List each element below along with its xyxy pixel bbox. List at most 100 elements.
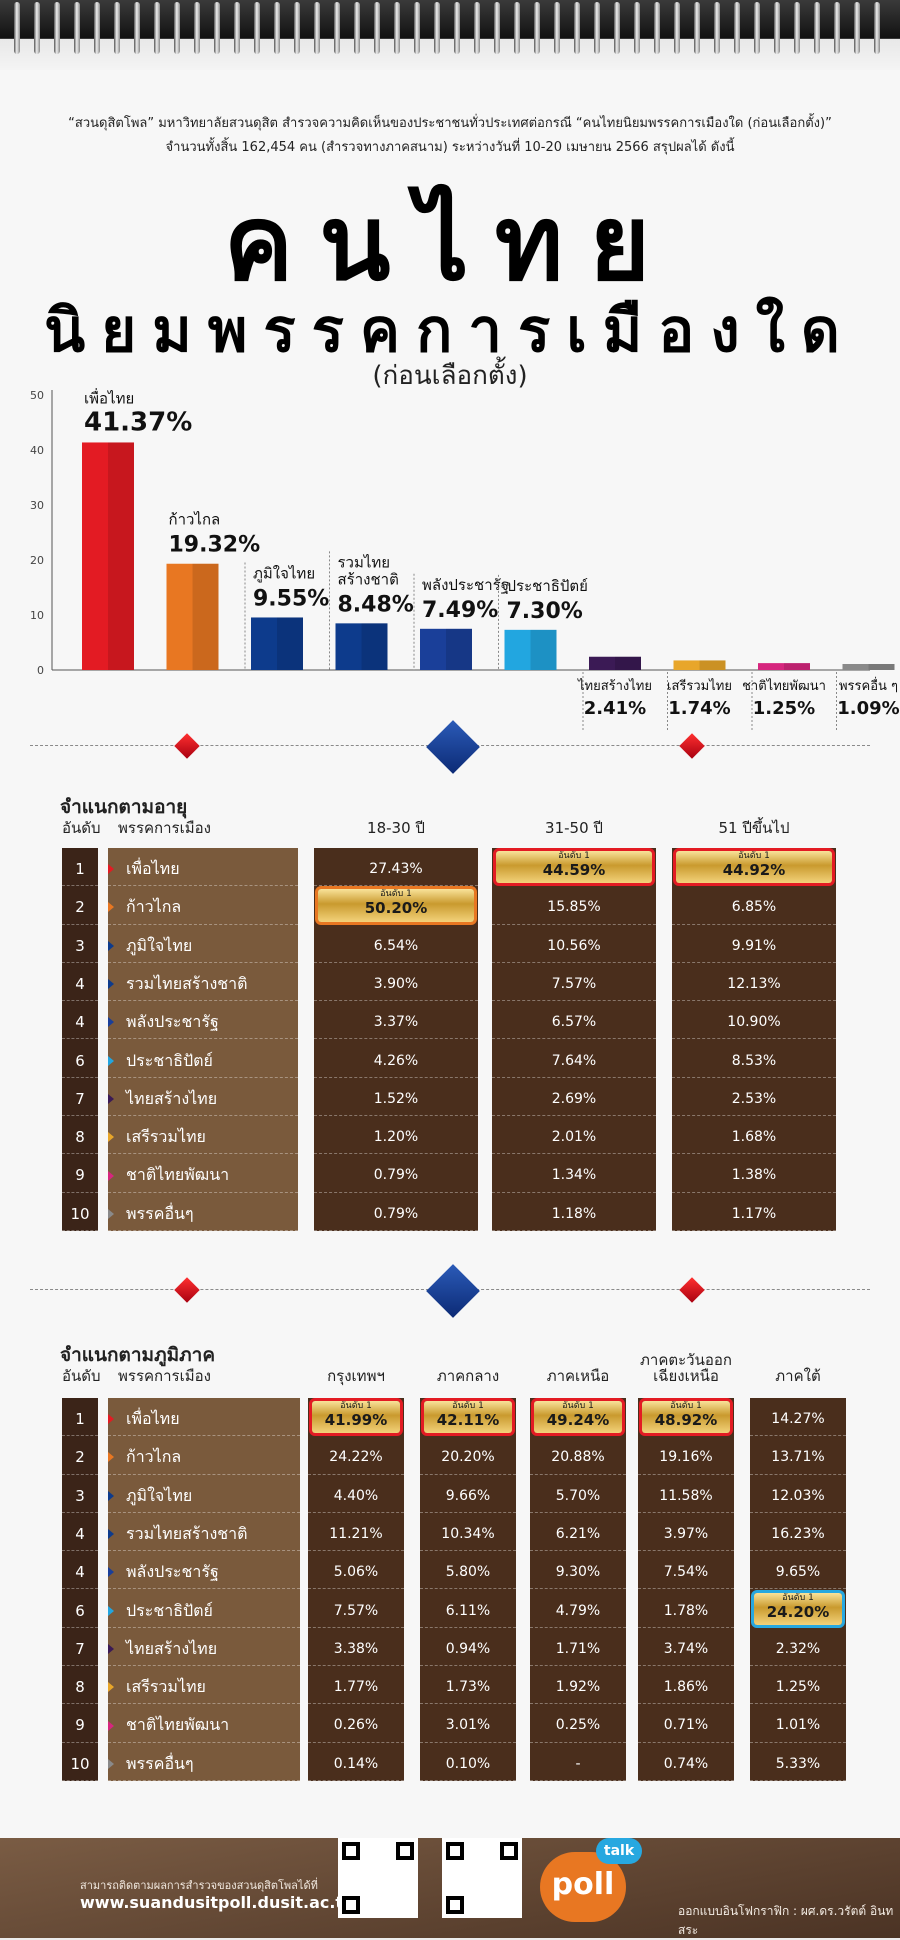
value-cell: 1.18%: [492, 1193, 656, 1231]
badge-value: 24.20%: [766, 1602, 830, 1621]
value-cell: 1.73%: [420, 1666, 516, 1705]
spiral-ring: [794, 2, 800, 54]
party-column: เพื่อไทย ก้าวไกล ภูมิใจไทย รวมไทยสร้างชาติพ…: [108, 848, 298, 1231]
value-cell: 0.25%: [530, 1704, 626, 1743]
rank-cell: 2: [62, 1436, 98, 1475]
region-section-title: จำแนกตามภูมิภาค: [60, 1344, 216, 1366]
value-cell: 3.01%: [420, 1704, 516, 1743]
party-cell: รวมไทยสร้างชาติ: [108, 1513, 300, 1552]
y-tick-label: 10: [30, 609, 44, 622]
rank-cell: 4: [62, 1551, 98, 1590]
category-label: พลังประชารัฐ: [422, 576, 509, 594]
column-header: 18-30 ปี: [314, 820, 478, 836]
badge-label: อันดับ 1: [452, 1401, 484, 1411]
value-cell: 10.34%: [420, 1513, 516, 1552]
value-cell: 24.22%: [308, 1436, 404, 1475]
badge-value: 44.59%: [542, 861, 606, 879]
party-cell: รวมไทยสร้างชาติ: [108, 963, 298, 1002]
design-credit: ออกแบบอินโฟกราฟิก : ผศ.ดร.วรัตต์ อินทสระ: [678, 1904, 894, 1937]
rank-cell: 2: [62, 886, 98, 925]
spiral-ring: [734, 2, 740, 54]
spiral-ring: [634, 2, 640, 54]
value-cell: 11.58%: [638, 1475, 734, 1513]
spiral-ring: [394, 2, 400, 54]
party-cell: ก้าวไกล: [108, 886, 298, 925]
rank-cell: 6: [62, 1590, 98, 1628]
value-cell: 8.53%: [672, 1040, 836, 1078]
badge-label: อันดับ 1: [738, 851, 770, 861]
spiral-ring: [754, 2, 760, 54]
spiral-ring: [514, 2, 520, 54]
party-color-marker: [108, 902, 114, 913]
value-cell: 5.06%: [308, 1551, 404, 1590]
party-color-marker: [108, 1529, 114, 1540]
rank-cell: 4: [62, 1513, 98, 1552]
spiral-ring: [494, 2, 500, 54]
spiral-ring: [134, 2, 140, 54]
value-cell: 1.78%: [638, 1590, 734, 1628]
value-cell: 0.71%: [638, 1704, 734, 1743]
spiral-ring: [294, 2, 300, 54]
party-color-marker: [108, 1643, 114, 1654]
value-cell: 2.53%: [672, 1078, 836, 1117]
column-header: 51 ปีขึ้นไป: [672, 820, 836, 836]
value-cell: 0.26%: [308, 1704, 404, 1743]
value-column: อันดับ 1 41.99% 24.22% 4.40% 11.21% 5.06% 7.57…: [308, 1398, 404, 1781]
y-tick-label: 0: [37, 664, 44, 677]
value-cell: 1.77%: [308, 1666, 404, 1705]
value-cell: 27.43%: [314, 848, 478, 887]
badge-label: อันดับ 1: [670, 1401, 702, 1411]
bar-shade: [784, 663, 810, 670]
value-cell: 4.26%: [314, 1040, 478, 1078]
bar: [589, 656, 641, 670]
talk-badge: talk: [596, 1838, 642, 1864]
value-cell: 4.79%: [530, 1590, 626, 1628]
spiral-ring: [414, 2, 420, 54]
party-color-marker: [108, 1490, 114, 1501]
value-cell: 6.85%: [672, 886, 836, 925]
category-label: พรรคอื่น ๆ: [839, 677, 898, 694]
bar: [335, 623, 388, 670]
value-label: 1.74%: [668, 698, 730, 719]
value-cell: 6.21%: [530, 1513, 626, 1552]
spiral-ring: [374, 2, 380, 54]
spiral-ring: [14, 2, 20, 54]
value-cell: 10.90%: [672, 1001, 836, 1040]
value-cell: 20.88%: [530, 1436, 626, 1475]
rank-cell: 1: [62, 1398, 98, 1437]
spiral-ring: [854, 2, 860, 54]
footer-website-link[interactable]: www.suandusitpoll.dusit.ac.th: [80, 1893, 355, 1912]
rank-cell: 10: [62, 1193, 98, 1231]
value-cell: 16.23%: [750, 1513, 846, 1552]
main-subtitle: นิยมพรรคการเมืองใด: [44, 296, 856, 366]
value-label: 7.30%: [507, 599, 583, 624]
party-header: พรรคการเมือง: [118, 1367, 211, 1385]
intro-line-2: จำนวนทั้งสิ้น 162,454 คน (สำรวจทางภาคสนา…: [165, 140, 735, 155]
party-color-marker: [108, 1682, 114, 1693]
rank-cell: 10: [62, 1743, 98, 1781]
value-cell: 0.10%: [420, 1743, 516, 1781]
rank-cell: 9: [62, 1154, 98, 1193]
party-color-marker: [108, 864, 114, 875]
party-cell: ประชาธิปัตย์: [108, 1040, 298, 1078]
party-color-marker: [108, 979, 114, 990]
rank-one-badge: อันดับ 1 44.92%: [676, 851, 832, 884]
rank-cell: 4: [62, 963, 98, 1002]
rank-cell: 6: [62, 1040, 98, 1078]
spiral-ring: [834, 2, 840, 54]
spiral-binding: [0, 0, 900, 70]
value-cell: 20.20%: [420, 1436, 516, 1475]
party-color-marker: [108, 1720, 114, 1731]
spiral-ring: [254, 2, 260, 54]
party-color-marker: [108, 1132, 114, 1143]
spiral-ring: [234, 2, 240, 54]
intro-line-1: “สวนดุสิตโพล” มหาวิทยาลัยสวนดุสิต สำรวจค…: [68, 116, 832, 131]
column-header-line: กรุงเทพฯ: [327, 1367, 385, 1385]
column-header-line: 51 ปีขึ้นไป: [718, 819, 790, 837]
spiral-ring: [554, 2, 560, 54]
column-header: กรุงเทพฯ: [308, 1368, 404, 1384]
value-cell: 3.37%: [314, 1001, 478, 1040]
party-color-marker: [108, 1017, 114, 1028]
party-cell: พลังประชารัฐ: [108, 1001, 298, 1040]
